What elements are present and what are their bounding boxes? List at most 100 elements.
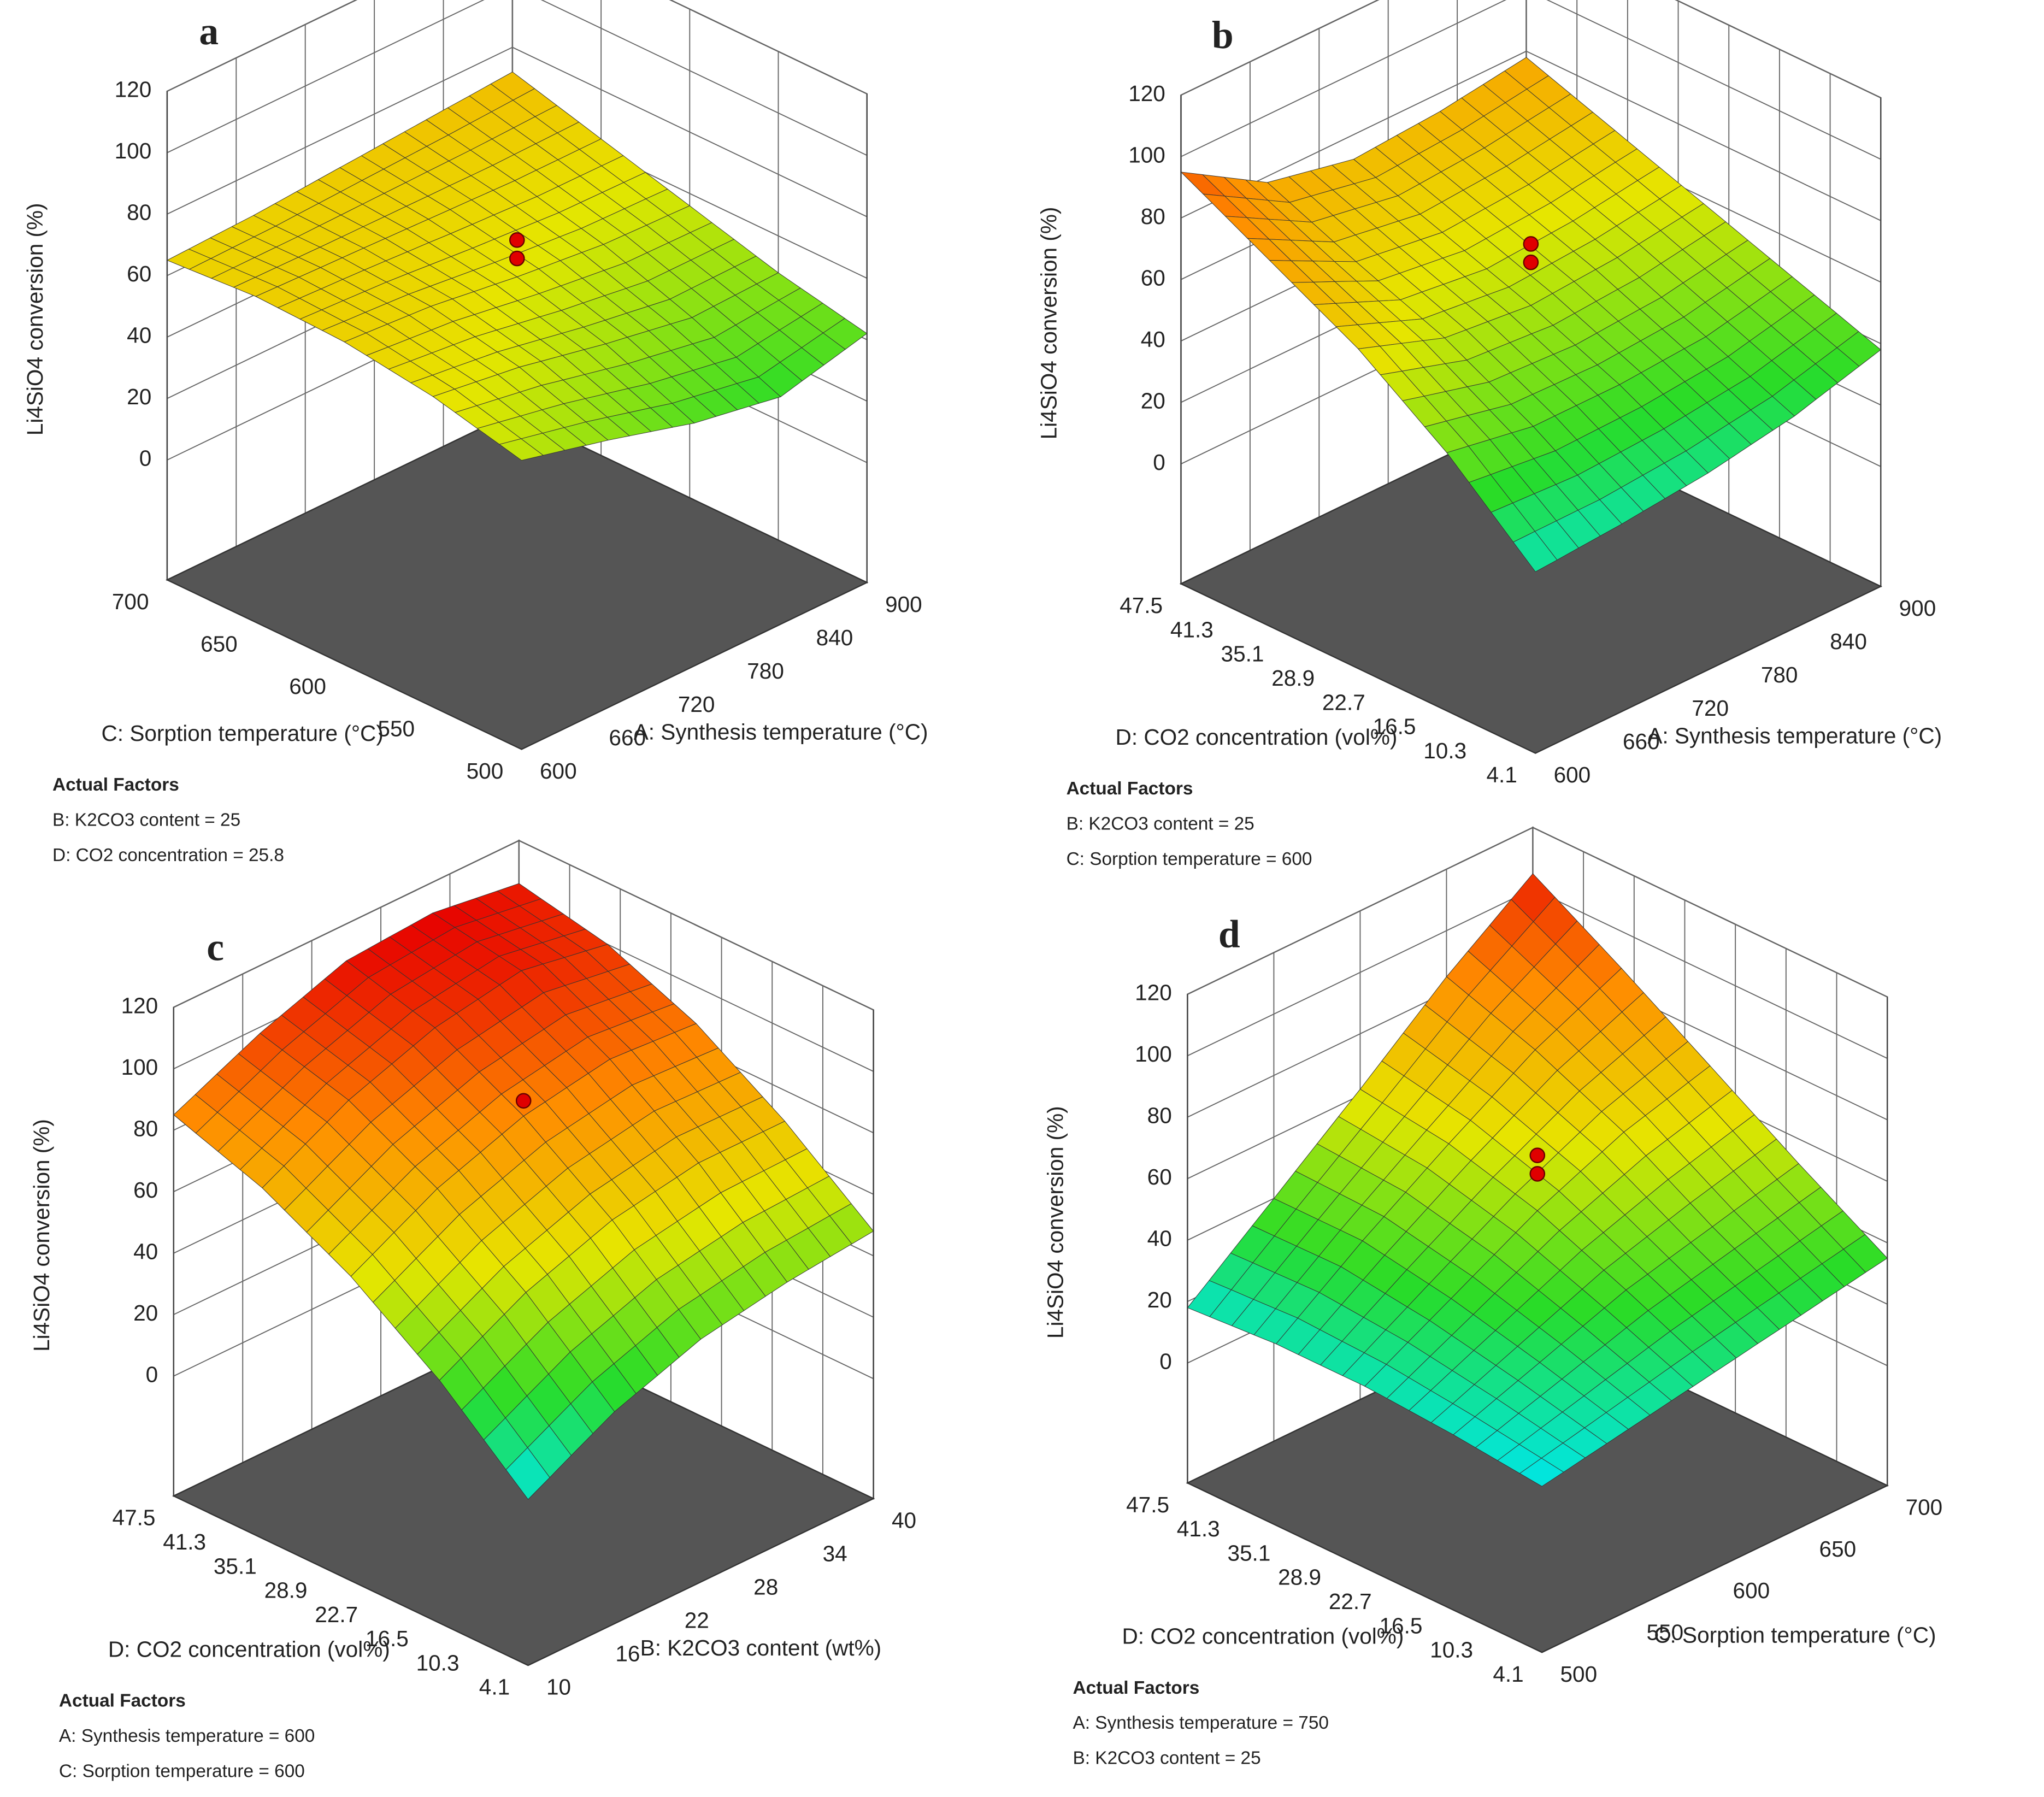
surface-cell: [1353, 111, 1529, 233]
z-tick-label: 80: [1141, 204, 1165, 229]
z-tick-label: 120: [121, 993, 158, 1018]
surface-cell: [1705, 276, 1882, 417]
y-tick-label: 28.9: [1271, 665, 1315, 691]
surface-cell: [605, 317, 781, 423]
x-tick-label: 780: [1761, 662, 1798, 687]
surface-cell: [1537, 1132, 1713, 1291]
y-tick-label: 35.1: [1227, 1540, 1270, 1565]
z-tick-label: 0: [139, 446, 152, 471]
y-tick-label: 41.3: [163, 1529, 206, 1554]
z-tick-label: 60: [127, 261, 151, 286]
surface-cell: [255, 257, 432, 343]
panel-label: d: [1218, 913, 1240, 956]
y-tick-label: 28.9: [264, 1578, 308, 1603]
x-axis-title: A: Synthesis temperature (°C): [634, 719, 928, 744]
x-tick-label: 600: [1554, 762, 1591, 787]
surface-cell: [523, 1058, 699, 1221]
surface-cell: [437, 1116, 613, 1293]
z-tick-label: 100: [121, 1054, 158, 1080]
surface-cell: [1446, 873, 1622, 1051]
y-tick-label: 4.1: [479, 1675, 510, 1700]
x-tick-label: 28: [753, 1575, 778, 1600]
surface-cell: [1535, 968, 1711, 1133]
design-point: [515, 1093, 532, 1109]
z-tick-label: 40: [127, 323, 151, 348]
x-tick-label: 720: [1692, 696, 1729, 721]
surface-cell: [1453, 1362, 1629, 1487]
y-tick-label: 500: [467, 758, 504, 783]
x-tick-label: 660: [609, 725, 646, 750]
y-axis-title: C: Sorption temperature (°C): [102, 721, 384, 746]
z-tick-label: 0: [1153, 450, 1165, 475]
factor-line: A: Synthesis temperature = 600: [59, 1726, 315, 1746]
y-tick-label: 22.7: [1329, 1589, 1372, 1614]
x-axis-title: A: Synthesis temperature (°C): [1647, 723, 1942, 749]
factor-line: C: Sorption temperature = 600: [59, 1761, 305, 1781]
surface-facet: [505, 1447, 550, 1500]
z-tick-label: 100: [115, 138, 152, 163]
factors-title: Actual Factors: [1067, 779, 1193, 799]
x-tick-label: 10: [546, 1675, 571, 1700]
z-tick-label: 0: [1159, 1348, 1172, 1374]
z-tick-label: 100: [1135, 1041, 1172, 1067]
x-axis-title: B: K2CO3 content (wt%): [640, 1635, 882, 1660]
z-tick-label: 100: [1128, 142, 1165, 167]
surface-cell: [350, 1188, 527, 1381]
surface-cell: [1355, 232, 1531, 338]
factors-title: Actual Factors: [59, 1691, 186, 1711]
surface-cell: [1357, 337, 1534, 453]
z-axis-title: Li4SiO4 conversion (%): [1036, 207, 1062, 440]
surface-cell: [1359, 976, 1536, 1144]
grid-line: [167, 0, 868, 95]
design-point: [1529, 1147, 1546, 1163]
surface-cell: [1446, 426, 1623, 573]
z-tick-label: 60: [133, 1177, 158, 1203]
x-tick-label: 16: [615, 1641, 640, 1666]
factor-line: C: Sorption temperature = 600: [1067, 849, 1312, 869]
surface-cell: [339, 119, 516, 220]
surface-cell: [439, 1292, 615, 1500]
surface-cell: [1712, 1163, 1888, 1316]
surface-cell: [525, 1219, 702, 1412]
x-tick-label: 660: [1623, 729, 1660, 754]
surface-cell: [1273, 1088, 1450, 1241]
y-tick-label: 47.5: [1120, 593, 1163, 618]
y-tick-label: 10.3: [1430, 1637, 1473, 1663]
surface-cell: [1187, 1198, 1363, 1345]
z-axis-title: Li4SiO4 conversion (%): [22, 203, 48, 435]
y-tick-label: 28.9: [1278, 1565, 1321, 1590]
x-tick-label: 550: [1647, 1620, 1684, 1645]
surface-cell: [698, 1121, 874, 1283]
surface-cell: [1362, 1143, 1538, 1299]
surface-cell: [426, 72, 602, 181]
surface-cell: [345, 912, 522, 1028]
z-tick-label: 20: [1141, 388, 1165, 413]
z-tick-label: 20: [133, 1300, 158, 1325]
panel-label: b: [1212, 14, 1234, 57]
y-tick-label: 35.1: [1221, 641, 1264, 667]
y-tick-label: 600: [289, 674, 326, 699]
z-tick-label: 40: [1147, 1226, 1172, 1251]
y-tick-label: 47.5: [113, 1505, 156, 1530]
x-tick-label: 22: [685, 1608, 709, 1633]
y-tick-label: 10.3: [1423, 738, 1466, 763]
surface-cell: [1275, 1240, 1452, 1387]
factor-line: B: K2CO3 content = 25: [1073, 1748, 1261, 1769]
y-tick-label: 41.3: [1177, 1516, 1220, 1541]
factor-line: B: K2CO3 content = 25: [1067, 814, 1254, 834]
surface-cell: [514, 138, 691, 245]
y-tick-label: 4.1: [1493, 1662, 1523, 1687]
y-tick-label: 16.5: [1380, 1613, 1423, 1638]
x-tick-label: 780: [747, 658, 784, 684]
grid-line: [1181, 0, 1881, 98]
design-point: [1523, 236, 1539, 252]
surface-cell: [1533, 384, 1709, 525]
surface-cell: [1364, 1298, 1540, 1435]
grid-line: [167, 0, 868, 156]
y-tick-label: 4.1: [1486, 762, 1517, 787]
z-tick-label: 80: [1147, 1103, 1172, 1128]
factors-title: Actual Factors: [52, 775, 179, 795]
x-tick-label: 650: [1819, 1536, 1857, 1562]
surface-cell: [1619, 336, 1795, 474]
